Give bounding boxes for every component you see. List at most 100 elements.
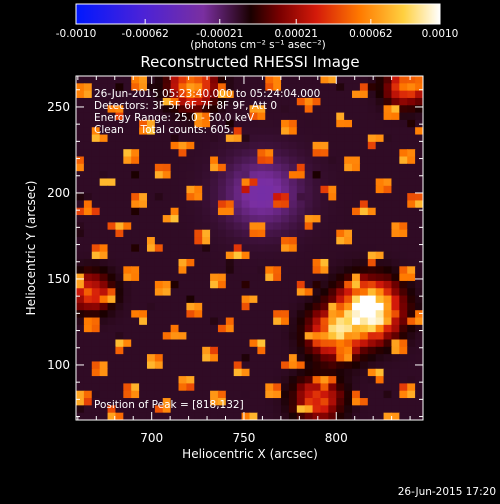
heatmap-cell xyxy=(273,163,282,172)
heatmap-cell xyxy=(83,295,93,304)
heatmap-cell xyxy=(367,134,377,143)
heatmap-cell xyxy=(107,200,117,209)
heatmap-cell xyxy=(123,127,132,136)
heatmap-cell xyxy=(241,383,251,392)
heatmap-cell xyxy=(225,280,235,289)
heatmap-cell xyxy=(76,112,85,121)
heatmap-cell xyxy=(83,149,93,158)
heatmap-cell xyxy=(375,310,385,319)
heatmap-cell xyxy=(359,134,369,143)
heatmap-cell xyxy=(194,76,203,84)
heatmap-cell xyxy=(304,141,314,150)
heatmap-cell xyxy=(249,251,258,260)
heatmap-cell xyxy=(352,324,361,333)
heatmap-cell xyxy=(367,97,377,106)
heatmap-cell xyxy=(91,398,101,406)
heatmap-cell xyxy=(99,112,109,121)
heatmap-cell xyxy=(312,398,322,406)
heatmap-cell xyxy=(225,149,235,158)
heatmap-cell xyxy=(202,339,211,348)
heatmap-cell xyxy=(249,237,258,245)
heatmap-cell xyxy=(328,258,337,267)
heatmap-cell xyxy=(154,83,164,92)
heatmap-cell xyxy=(186,251,195,260)
heatmap-cell xyxy=(415,229,423,238)
heatmap-cell xyxy=(217,273,227,282)
heatmap-cell xyxy=(415,215,423,223)
heatmap-cell xyxy=(107,149,117,158)
heatmap-cell xyxy=(241,134,251,143)
heatmap-cell xyxy=(186,266,195,275)
heatmap-cell xyxy=(415,376,423,385)
heatmap-cell xyxy=(194,324,203,333)
heatmap-cell xyxy=(359,302,369,311)
heatmap-cell xyxy=(320,171,329,180)
heatmap-cell xyxy=(367,193,377,202)
heatmap-cell xyxy=(217,134,227,143)
heatmap-cell xyxy=(194,383,203,392)
heatmap-cell xyxy=(202,288,211,297)
heatmap-cell xyxy=(336,76,345,84)
heatmap-cell xyxy=(186,149,195,158)
heatmap-cell xyxy=(76,368,85,377)
heatmap-cell xyxy=(312,361,322,370)
heatmap-cell xyxy=(336,266,345,275)
heatmap-cell xyxy=(273,266,282,275)
heatmap-cell xyxy=(383,149,393,158)
heatmap-cell xyxy=(415,405,423,414)
heatmap-cell xyxy=(154,251,164,260)
heatmap-cell xyxy=(202,324,211,333)
heatmap-cell xyxy=(76,127,85,136)
heatmap-cell xyxy=(399,149,408,158)
heatmap-cell xyxy=(107,83,117,92)
heatmap-cell xyxy=(359,171,369,180)
heatmap-cell xyxy=(288,295,298,304)
heatmap-cell xyxy=(328,390,337,399)
heatmap-cell xyxy=(99,302,109,311)
heatmap-cell xyxy=(399,185,408,194)
heatmap-cell xyxy=(131,237,140,245)
heatmap-cell xyxy=(233,76,243,84)
heatmap-cell xyxy=(257,266,266,275)
heatmap-cell xyxy=(391,383,400,392)
heatmap-cell xyxy=(194,361,203,370)
heatmap-cell xyxy=(241,339,251,348)
heatmap-cell xyxy=(296,390,306,399)
heatmap-cell xyxy=(415,76,423,84)
heatmap-cell xyxy=(257,273,266,282)
heatmap-cell xyxy=(352,141,361,150)
heatmap-cell xyxy=(131,127,140,136)
heatmap-cell xyxy=(288,251,298,260)
heatmap-cell xyxy=(249,163,258,172)
heatmap-cell xyxy=(352,383,361,392)
heatmap-cell xyxy=(99,317,109,326)
heatmap-cell xyxy=(367,244,377,253)
heatmap-cell xyxy=(249,398,258,406)
heatmap-cell xyxy=(162,141,172,150)
heatmap-cell xyxy=(83,398,93,406)
heatmap-cell xyxy=(336,178,345,187)
heatmap-cell xyxy=(265,273,274,282)
heatmap-cell xyxy=(162,324,172,333)
heatmap-cell xyxy=(225,222,235,231)
heatmap-cell xyxy=(233,266,243,275)
heatmap-cell xyxy=(115,185,124,194)
heatmap-cell xyxy=(312,383,322,392)
colorbar-tick-label: -0.00021 xyxy=(196,28,243,40)
heatmap-cell xyxy=(146,361,156,370)
heatmap-cell xyxy=(83,163,93,172)
heatmap-cell xyxy=(257,193,266,202)
heatmap-cell xyxy=(178,258,188,267)
heatmap-cell xyxy=(352,258,361,267)
heatmap-cell xyxy=(328,251,337,260)
heatmap-cell xyxy=(352,368,361,377)
heatmap-cell xyxy=(83,83,93,92)
heatmap-cell xyxy=(131,361,140,370)
heatmap-cell xyxy=(359,317,369,326)
heatmap-cell xyxy=(352,288,361,297)
heatmap-cell xyxy=(367,258,377,267)
heatmap-cell xyxy=(99,185,109,194)
heatmap-cell xyxy=(249,258,258,267)
heatmap-cell xyxy=(99,266,109,275)
heatmap-cell xyxy=(257,178,266,187)
